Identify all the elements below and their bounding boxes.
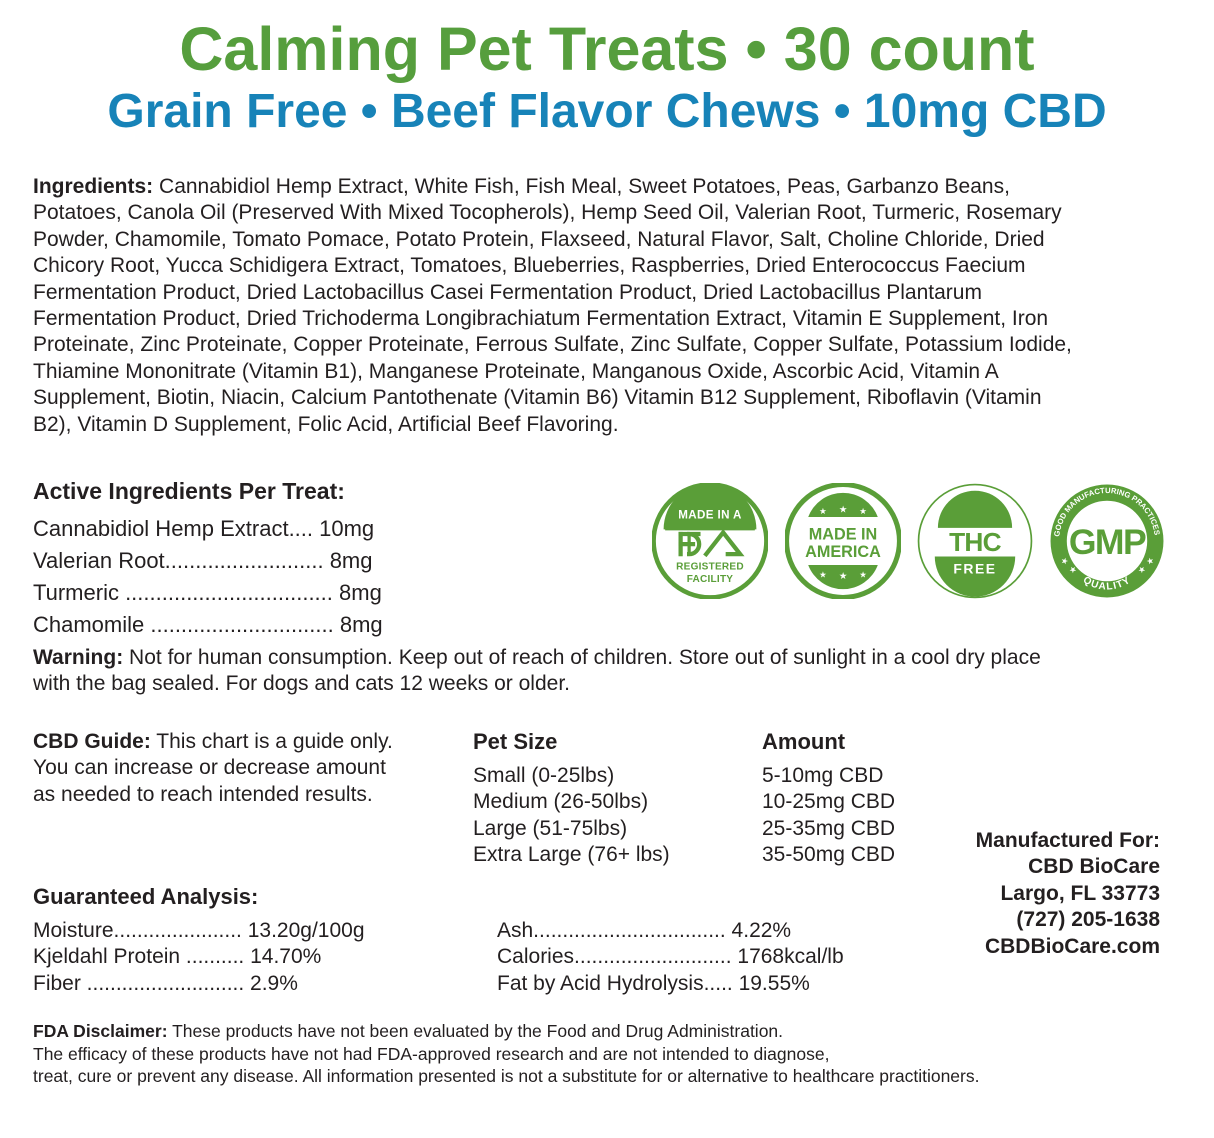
svg-text:REGISTERED: REGISTERED bbox=[676, 562, 744, 573]
svg-text:MADE IN: MADE IN bbox=[809, 525, 878, 543]
svg-text:AMERICA: AMERICA bbox=[805, 543, 881, 561]
svg-text:GMP: GMP bbox=[1069, 522, 1146, 562]
svg-text:FACILITY: FACILITY bbox=[687, 574, 734, 585]
svg-text:★: ★ bbox=[839, 504, 847, 514]
svg-text:THC: THC bbox=[949, 527, 1001, 557]
svg-text:FREE: FREE bbox=[953, 560, 996, 576]
svg-text:★: ★ bbox=[839, 571, 847, 581]
svg-text:MADE IN A: MADE IN A bbox=[678, 509, 742, 522]
svg-text:★: ★ bbox=[819, 506, 827, 516]
svg-text:★: ★ bbox=[859, 506, 867, 516]
svg-text:★: ★ bbox=[819, 569, 827, 579]
svg-text:★: ★ bbox=[859, 569, 867, 579]
